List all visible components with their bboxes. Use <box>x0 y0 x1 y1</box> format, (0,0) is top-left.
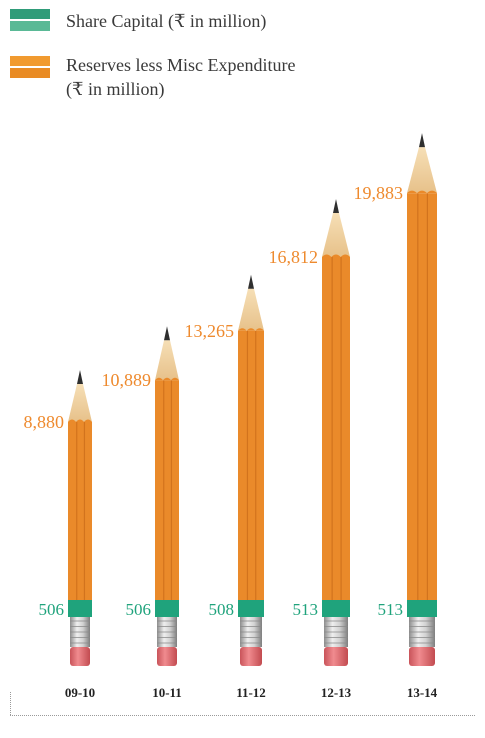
pencil-09-10: 8,880 506 09-10 <box>24 369 95 700</box>
label-reserves-09-10: 8,880 <box>24 412 65 432</box>
bar-reserves-11-12 <box>238 330 264 600</box>
bar-reserves-facet2-12-13 <box>340 256 342 600</box>
pencil-wood-12-13 <box>322 212 350 257</box>
footer-divider-left <box>10 692 11 715</box>
bar-share-11-12 <box>238 600 264 617</box>
bar-reserves-facet2-09-10 <box>83 421 86 600</box>
bar-reserves-facet-12-13 <box>331 256 333 600</box>
pencil-eraser-11-12 <box>240 647 262 666</box>
label-reserves-11-12: 13,265 <box>185 321 235 341</box>
x-tick-11-12: 11-12 <box>236 685 266 700</box>
bar-reserves-facet-13-14 <box>417 193 419 600</box>
pencil-scallop-10-11 <box>155 377 179 381</box>
legend-swatch-reserves <box>10 56 50 78</box>
label-share-10-11: 506 <box>126 600 152 619</box>
label-reserves-13-14: 19,883 <box>354 183 404 203</box>
legend-share-capital: Share Capital (₹ in million) <box>10 9 266 33</box>
label-share-09-10: 506 <box>39 600 65 619</box>
label-share-12-13: 513 <box>293 600 319 619</box>
bar-reserves-10-11 <box>155 380 179 600</box>
bar-reserves-13-14 <box>407 193 437 600</box>
bar-share-12-13 <box>322 600 350 617</box>
bar-share-10-11 <box>155 600 179 617</box>
bar-reserves-facet-11-12 <box>246 330 249 600</box>
bar-share-13-14 <box>407 600 437 617</box>
legend-swatch-share <box>10 9 50 31</box>
x-tick-09-10: 09-10 <box>65 685 95 700</box>
legend-label-reserves-line1: Reserves less Misc Expenditure <box>66 55 296 75</box>
pencil-11-12: 13,265 508 11-12 <box>185 274 266 700</box>
bar-reserves-facet-09-10 <box>76 421 78 600</box>
pencil-lead-10-11 <box>164 326 170 341</box>
pencil-eraser-13-14 <box>409 647 435 666</box>
label-share-13-14: 513 <box>378 600 404 619</box>
bar-reserves-facet2-10-11 <box>170 380 173 600</box>
pencil-wood-10-11 <box>155 340 179 381</box>
bar-reserves-facet2-13-14 <box>426 193 428 600</box>
x-tick-13-14: 13-14 <box>407 685 438 700</box>
label-share-11-12: 508 <box>209 600 235 619</box>
pencil-lead-09-10 <box>77 369 83 384</box>
legend-label-reserves: Reserves less Misc Expenditure (₹ in mil… <box>66 53 295 101</box>
pencil-scallop-09-10 <box>68 419 92 422</box>
pencil-10-11: 10,889 506 10-11 <box>102 326 182 700</box>
pencil-scallop-13-14 <box>407 190 437 194</box>
pencil-wood-09-10 <box>68 383 92 422</box>
pencil-13-14: 19,883 513 13-14 <box>354 133 438 700</box>
pencil-scallop-11-12 <box>238 328 264 331</box>
legend-label-share: Share Capital (₹ in million) <box>66 11 267 31</box>
bar-share-09-10 <box>68 600 92 617</box>
pencil-wood-11-12 <box>238 288 264 331</box>
pencil-lead-11-12 <box>248 274 254 289</box>
label-reserves-10-11: 10,889 <box>102 370 152 390</box>
pencil-lead-13-14 <box>419 133 425 148</box>
legend-label-reserves-line2: (₹ in million) <box>66 79 165 99</box>
bar-reserves-12-13 <box>322 256 350 600</box>
legend-reserves: Reserves less Misc Expenditure (₹ in mil… <box>10 53 295 101</box>
pencil-12-13: 16,812 513 12-13 <box>269 198 352 700</box>
bar-reserves-facet2-11-12 <box>255 330 257 600</box>
label-reserves-12-13: 16,812 <box>269 247 319 267</box>
pencil-eraser-10-11 <box>157 647 177 666</box>
pencil-eraser-09-10 <box>70 647 90 666</box>
pencil-eraser-12-13 <box>324 647 348 666</box>
footer-divider <box>10 715 475 716</box>
x-tick-12-13: 12-13 <box>321 685 352 700</box>
pencil-wood-13-14 <box>407 147 437 194</box>
pencil-lead-12-13 <box>333 198 339 213</box>
x-tick-10-11: 10-11 <box>152 685 182 700</box>
bar-reserves-09-10 <box>68 421 92 600</box>
bar-reserves-facet-10-11 <box>163 380 165 600</box>
pencil-scallop-12-13 <box>322 254 351 257</box>
